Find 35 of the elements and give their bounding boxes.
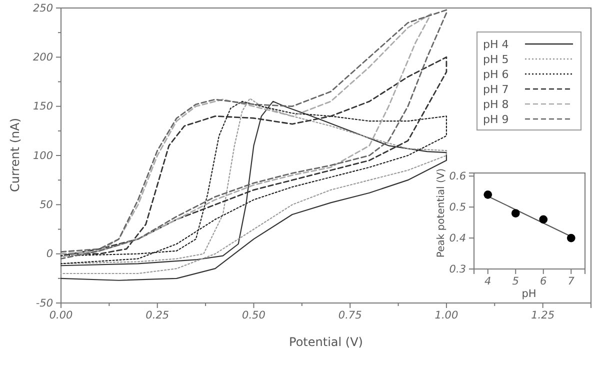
y-axis-title: Current (nA) bbox=[8, 118, 22, 192]
x-tick-label: 0.50 bbox=[242, 309, 266, 322]
x-tick-label: 6 bbox=[540, 275, 548, 288]
point bbox=[539, 215, 548, 224]
x-tick-label: 1.25 bbox=[531, 309, 555, 322]
legend-label: pH 5 bbox=[483, 53, 509, 66]
x-tick-label: 0.00 bbox=[49, 309, 74, 322]
point bbox=[566, 234, 576, 242]
y-tick-label: -50 bbox=[36, 297, 54, 310]
x-axis-title: pH bbox=[522, 288, 536, 300]
y-tick-label: 0.3 bbox=[449, 263, 466, 276]
legend-label: pH 4 bbox=[483, 38, 509, 51]
x-axis-title: Potential (V) bbox=[289, 335, 363, 349]
y-tick-label: 200 bbox=[32, 52, 54, 64]
point bbox=[484, 190, 492, 199]
x-tick-label: 0.75 bbox=[338, 309, 362, 322]
y-tick-label: 0.6 bbox=[449, 170, 466, 182]
y-tick-label: 250 bbox=[32, 2, 54, 14]
x-tick-label: 7 bbox=[568, 275, 575, 288]
y-axis-title: Peak potential (V) bbox=[436, 168, 447, 258]
legend-label: pH 9 bbox=[483, 113, 509, 126]
y-tick-label: 150 bbox=[32, 100, 54, 113]
y-tick-label: 0 bbox=[46, 248, 54, 260]
legend-label: pH 6 bbox=[483, 68, 509, 81]
x-tick-label: 5 bbox=[512, 275, 520, 288]
legend-label: pH 8 bbox=[483, 98, 509, 111]
x-tick-label: 4 bbox=[484, 275, 492, 288]
y-tick-label: 0.4 bbox=[449, 232, 466, 244]
y-tick-label: 100 bbox=[32, 150, 54, 162]
x-tick-label: 0.25 bbox=[146, 309, 170, 322]
x-tick-label: 1.00 bbox=[434, 309, 458, 322]
y-tick-label: 0.5 bbox=[449, 201, 466, 214]
legend-label: pH 7 bbox=[483, 83, 509, 96]
y-tick-label: 50 bbox=[40, 199, 54, 212]
point bbox=[511, 209, 520, 218]
